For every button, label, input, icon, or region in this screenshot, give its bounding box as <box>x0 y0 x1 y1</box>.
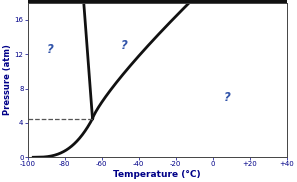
Text: Phase Diagram: Phase Diagram <box>113 0 202 3</box>
Text: ?: ? <box>121 39 127 52</box>
Text: ?: ? <box>47 43 53 56</box>
Bar <box>28 0 287 3</box>
Text: ?: ? <box>224 91 231 104</box>
X-axis label: Temperature (°C): Temperature (°C) <box>113 170 201 179</box>
Y-axis label: Pressure (atm): Pressure (atm) <box>3 45 12 115</box>
